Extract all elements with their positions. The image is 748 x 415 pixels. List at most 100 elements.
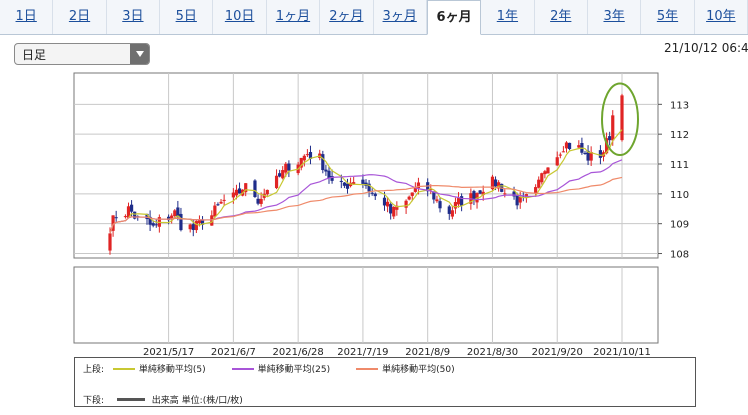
candle-body [108, 233, 112, 251]
candle-body [274, 175, 279, 189]
candle-body [299, 157, 303, 168]
chart-legend: 上段: 単純移動平均(5) 単純移動平均(25) 単純移動平均(50) 下段: 出来… [74, 357, 696, 407]
candle-body [352, 182, 356, 185]
y-tick-label: 109 [670, 220, 689, 231]
legend-ma-swatch [356, 367, 379, 370]
candle-body [481, 191, 485, 196]
candle-body [460, 196, 464, 206]
candle-body [404, 200, 408, 208]
candle-body [598, 150, 603, 158]
candle-body [416, 182, 421, 189]
candle-body [265, 189, 269, 195]
tab-4[interactable]: 10日 [213, 0, 267, 34]
tab-6[interactable]: 2ヶ月 [320, 0, 374, 34]
volume-panel [73, 266, 659, 344]
candle-body [188, 224, 192, 230]
legend-ma-label: 単純移動平均(25) [257, 365, 331, 375]
candle-body [385, 201, 390, 207]
legend-ma-swatch [112, 367, 135, 370]
candle-body [126, 206, 131, 218]
legend-upper-row: 上段: 単純移動平均(5) 単純移動平均(25) 単純移動平均(50) [83, 362, 475, 375]
volume-swatch [116, 398, 145, 401]
candle-body [490, 176, 495, 190]
tab-1[interactable]: 2日 [53, 0, 107, 34]
candle-body [253, 180, 257, 198]
candle-body [148, 216, 152, 225]
candle-body [558, 154, 562, 156]
period-select[interactable]: 日足 [14, 43, 150, 65]
candle-body [167, 216, 171, 221]
candle-body [450, 210, 454, 217]
y-tick-label: 108 [670, 250, 689, 261]
candle-body [222, 199, 226, 201]
tab-8[interactable]: 6ヶ月 [426, 0, 482, 35]
candle-body [123, 216, 128, 218]
candle-body [256, 198, 260, 204]
candle-body [145, 213, 149, 220]
candle-body [503, 193, 507, 195]
candle-body [435, 199, 439, 202]
period-tabs: 1日 2日 3日 5日 10日 1ヶ月 2ヶ月 3ヶ月 6ヶ月 1年 2年 3年 5年 10年 [0, 0, 748, 35]
candle-body [305, 154, 309, 156]
legend-ma-item: 単純移動平均(5) [107, 362, 206, 375]
tab-9[interactable]: 1年 [481, 0, 535, 34]
tab-11[interactable]: 3年 [588, 0, 642, 34]
candle-body [259, 198, 263, 204]
candle-body [170, 215, 174, 219]
x-tick-label: 2021/10/11 [593, 347, 651, 358]
legend-ma-label: 単純移動平均(5) [138, 365, 206, 375]
candle-body [497, 182, 501, 189]
tab-2[interactable]: 3日 [107, 0, 161, 34]
candle-body [200, 219, 205, 225]
ma50-line [109, 176, 623, 234]
legend-ma-item: 単純移動平均(25) [226, 362, 330, 375]
candle-body [429, 189, 433, 191]
tab-10[interactable]: 2年 [535, 0, 588, 34]
candle-body [244, 183, 248, 193]
period-select-value: 日足 [22, 48, 47, 62]
candle-body [608, 136, 612, 141]
candle-body [537, 179, 541, 188]
tab-12[interactable]: 5年 [641, 0, 695, 34]
candle-body [219, 201, 223, 204]
candle-body [426, 182, 430, 192]
legend-ma-item: 単純移動平均(50) [350, 362, 455, 375]
candle-body [281, 170, 285, 179]
y-tick-label: 113 [670, 100, 689, 111]
price-panel [73, 72, 659, 259]
y-tick-label: 112 [670, 130, 689, 141]
candle-body [231, 192, 235, 198]
x-tick-label: 2021/8/9 [405, 347, 450, 358]
candle-body [447, 206, 451, 214]
candle-body [330, 176, 334, 181]
candle-body [432, 191, 436, 200]
candle-body [151, 223, 155, 226]
chevron-down-icon [136, 51, 144, 57]
tab-3[interactable]: 5日 [160, 0, 214, 34]
candle-body [604, 138, 609, 154]
candle-body [515, 195, 519, 206]
tab-5[interactable]: 1ヶ月 [267, 0, 321, 34]
x-tick-label: 2021/6/28 [273, 347, 324, 358]
candle-body [382, 197, 387, 206]
candle-body [361, 179, 365, 184]
candle-body [324, 169, 328, 172]
candle-body [410, 192, 414, 196]
y-tick-label: 110 [670, 190, 689, 201]
candle-body [564, 142, 569, 149]
candle-body [493, 179, 498, 187]
candle-body [512, 191, 516, 197]
candle-body [611, 115, 615, 141]
tab-7[interactable]: 3ヶ月 [374, 0, 427, 34]
candle-body [534, 187, 538, 194]
tab-0[interactable]: 1日 [0, 0, 54, 34]
legend-upper-label: 上段: [83, 365, 105, 375]
candle-body [173, 210, 177, 217]
candle-body [555, 157, 559, 166]
candle-body [179, 213, 183, 231]
candle-body [589, 151, 593, 161]
candle-body [518, 196, 522, 203]
candle-body [234, 189, 239, 196]
candle-body [129, 204, 134, 212]
